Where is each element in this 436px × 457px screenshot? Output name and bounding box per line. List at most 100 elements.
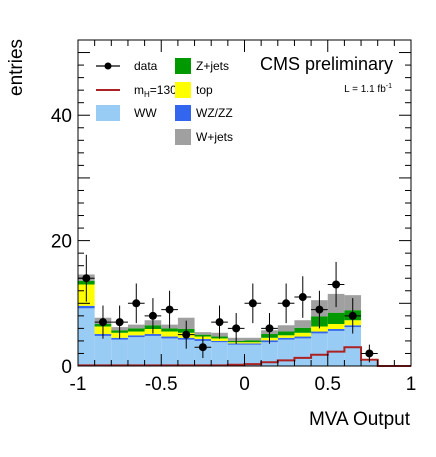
x-tick-label: 0	[239, 374, 250, 395]
lumi-text: L = 1.1 fb	[344, 84, 386, 95]
data-point-7	[198, 343, 207, 352]
bar-ww-8	[211, 342, 228, 366]
legend: data mH=130 WW Z+jets top WZ/ZZ W+jets	[96, 58, 233, 145]
legend-signal-suffix: =130	[150, 83, 177, 97]
legend-w-jets-label: W+jets	[196, 130, 233, 144]
data-point-15	[332, 280, 341, 289]
data-point-10	[248, 299, 257, 308]
bar-w-jets-7	[194, 332, 212, 335]
bar-ww-1	[94, 335, 112, 366]
legend-wz-zz-swatch	[175, 105, 191, 121]
bar-wz-zz-4	[144, 334, 162, 336]
bar-top-15	[327, 323, 345, 330]
data-point-9	[232, 324, 241, 333]
data-point-11	[265, 324, 274, 333]
bar-ww-0	[78, 308, 95, 366]
bar-ww-3	[127, 337, 145, 366]
bar-ww-17	[361, 360, 378, 366]
legend-top-label: top	[196, 83, 213, 97]
data-point-3	[132, 299, 141, 308]
bar-ww-14	[311, 333, 328, 366]
y-tick-label: 40	[51, 106, 72, 127]
bar-wz-zz-3	[127, 335, 145, 338]
bar-z-jets-7	[194, 334, 212, 337]
x-tick-label: -0.5	[145, 374, 178, 395]
data-point-12	[282, 299, 291, 308]
x-axis-label: MVA Output	[309, 409, 411, 430]
bar-z-jets-13	[294, 327, 312, 333]
data-point-16	[348, 311, 357, 320]
bar-ww-6	[177, 339, 195, 366]
legend-w-jets-swatch	[175, 129, 191, 145]
bar-wz-zz-0	[78, 305, 95, 309]
x-tick-label: -1	[70, 374, 87, 395]
bar-ww-5	[161, 338, 178, 366]
bar-top-10	[244, 342, 262, 344]
data-point-14	[315, 305, 324, 314]
bar-z-jets-15	[327, 312, 345, 324]
bar-top-13	[294, 332, 312, 337]
lumi-superscript: -1	[386, 83, 392, 90]
data-point-13	[298, 293, 307, 302]
legend-data-label: data	[134, 59, 158, 73]
bar-top-12	[277, 335, 295, 338]
bar-ww-13	[294, 338, 312, 366]
bar-wz-zz-13	[294, 336, 312, 339]
bar-w-jets-12	[277, 325, 295, 332]
legend-z-jets-swatch	[175, 58, 191, 74]
bar-w-jets-10	[244, 337, 262, 341]
axes-frame: -1 -0.5 0 0.5 1 0 20 40	[51, 39, 417, 395]
bar-ww-10	[244, 344, 262, 366]
bar-wz-zz-9	[227, 343, 245, 345]
bar-wz-zz-2	[111, 337, 128, 340]
legend-signal-label: mH=130	[134, 83, 177, 99]
y-tick-label: 0	[61, 357, 72, 378]
bar-w-jets-3	[127, 324, 145, 329]
bar-ww-9	[227, 344, 245, 366]
bar-wz-zz-14	[311, 331, 328, 334]
legend-z-jets-label: Z+jets	[196, 59, 229, 73]
bar-z-jets-3	[127, 328, 145, 332]
y-axis-label: entries	[6, 39, 27, 96]
bar-wz-zz-15	[327, 329, 345, 331]
bar-top-14	[311, 326, 328, 332]
lumi-label: L = 1.1 fb-1	[344, 83, 392, 95]
bar-z-jets-5	[161, 328, 178, 332]
bar-top-5	[161, 331, 178, 337]
bar-w-jets-13	[294, 320, 312, 328]
bar-ww-15	[327, 330, 345, 366]
legend-signal-prefix: m	[134, 83, 144, 97]
x-tick-label: 1	[406, 374, 417, 395]
bar-wz-zz-8	[211, 340, 228, 343]
bar-ww-12	[277, 339, 295, 366]
data-point-0	[82, 274, 91, 283]
legend-data-marker	[104, 62, 112, 70]
legend-signal-sub: H	[144, 90, 150, 99]
data-points	[78, 254, 378, 363]
bar-wz-zz-5	[161, 336, 178, 339]
data-point-17	[365, 349, 374, 358]
x-tick-label: 0.5	[315, 374, 341, 395]
bar-wz-zz-12	[277, 337, 295, 340]
data-point-8	[215, 318, 224, 327]
bar-ww-11	[261, 342, 278, 366]
data-point-1	[98, 318, 107, 327]
chart-header: CMS preliminary	[260, 54, 393, 74]
bar-z-jets-12	[277, 331, 295, 336]
bar-top-3	[127, 331, 145, 336]
legend-ww-swatch	[96, 105, 120, 121]
data-point-5	[165, 305, 174, 314]
y-tick-label: 20	[51, 232, 72, 253]
bar-ww-2	[111, 339, 128, 366]
data-point-2	[115, 318, 124, 327]
bar-ww-4	[144, 335, 162, 366]
bar-wz-zz-10	[244, 343, 262, 345]
data-point-6	[182, 330, 191, 339]
data-point-4	[148, 311, 157, 320]
bar-z-jets-10	[244, 340, 262, 343]
legend-wz-zz-label: WZ/ZZ	[196, 106, 233, 120]
bar-top-8	[211, 338, 228, 341]
legend-ww-label: WW	[134, 106, 157, 120]
legend-top-swatch	[175, 82, 191, 98]
